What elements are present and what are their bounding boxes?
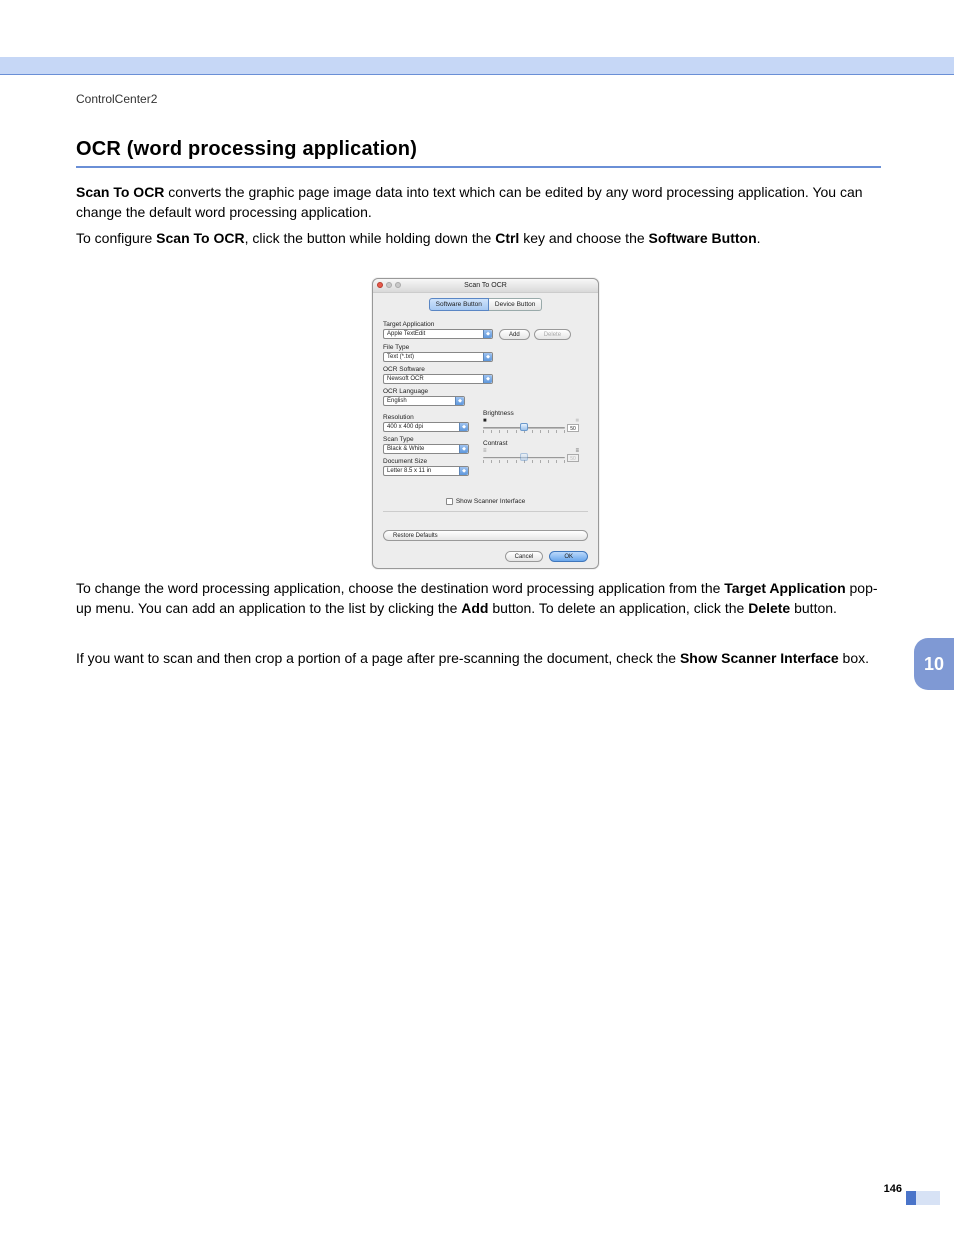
close-icon[interactable] (377, 282, 383, 288)
bold-text: Target Application (724, 580, 845, 596)
bold-text: Software Button (649, 230, 757, 246)
chevron-updown-icon: ◆ (483, 353, 492, 361)
cancel-button[interactable]: Cancel (505, 551, 544, 562)
resolution-label: Resolution (383, 414, 469, 421)
brightness-label: Brightness (483, 410, 579, 417)
ocr-software-label: OCR Software (383, 366, 588, 373)
zoom-icon[interactable] (395, 282, 401, 288)
body-text: converts the graphic page image data int… (76, 184, 863, 220)
target-application-select[interactable]: Apple TextEdit ◆ (383, 329, 493, 339)
scan-type-label: Scan Type (383, 436, 469, 443)
chevron-updown-icon: ◆ (459, 467, 468, 475)
body-text: To configure (76, 230, 156, 246)
file-type-select[interactable]: Text (*.txt) ◆ (383, 352, 493, 362)
body-text: , click the button while holding down th… (245, 230, 496, 246)
chevron-updown-icon: ◆ (459, 423, 468, 431)
breadcrumb: ControlCenter2 (76, 92, 157, 106)
bold-text: Show Scanner Interface (680, 650, 839, 666)
ok-button[interactable]: OK (549, 551, 588, 562)
select-value: Apple TextEdit (387, 331, 425, 337)
body-text: If you want to scan and then crop a port… (76, 650, 680, 666)
window-traffic-lights (377, 282, 401, 288)
bold-text: Scan To OCR (156, 230, 244, 246)
body-text: . (757, 230, 761, 246)
bold-text: Scan To OCR (76, 184, 164, 200)
dialog-footer: Restore Defaults Cancel OK (383, 530, 588, 562)
add-button[interactable]: Add (499, 329, 530, 340)
chevron-updown-icon: ◆ (459, 445, 468, 453)
top-accent-bar (0, 57, 954, 75)
paragraph-3: To change the word processing applicatio… (76, 578, 884, 619)
page-number: 146 (884, 1183, 902, 1195)
body-text: button. (790, 600, 837, 616)
select-value: 400 x 400 dpi (387, 424, 423, 430)
delete-button[interactable]: Delete (534, 329, 571, 340)
scan-to-ocr-dialog: Scan To OCR Software Button Device Butto… (372, 278, 599, 569)
dialog-titlebar: Scan To OCR (373, 279, 598, 293)
ocr-language-select[interactable]: English ◆ (383, 396, 465, 406)
select-value: Newsoft OCR (387, 376, 424, 382)
chevron-updown-icon: ◆ (483, 330, 492, 338)
resolution-select[interactable]: 400 x 400 dpi ◆ (383, 422, 469, 432)
select-value: Text (*.txt) (387, 354, 414, 360)
dialog-tabs: Software Button Device Button (373, 298, 598, 311)
tab-device-button[interactable]: Device Button (489, 298, 542, 311)
page-title: OCR (word processing application) (76, 138, 881, 168)
scan-type-select[interactable]: Black & White ◆ (383, 444, 469, 454)
bold-text: Ctrl (495, 230, 519, 246)
tab-software-button[interactable]: Software Button (429, 298, 489, 311)
chevron-updown-icon: ◆ (483, 375, 492, 383)
paragraph-1: Scan To OCR converts the graphic page im… (76, 182, 884, 223)
restore-defaults-button[interactable]: Restore Defaults (383, 530, 588, 541)
show-scanner-interface-checkbox[interactable] (446, 498, 453, 505)
select-value: Letter 8.5 x 11 in (387, 468, 431, 474)
document-size-label: Document Size (383, 458, 469, 465)
ocr-language-label: OCR Language (383, 388, 588, 395)
chevron-updown-icon: ◆ (455, 397, 464, 405)
chapter-side-tab: 10 (914, 638, 954, 690)
body-text: button. To delete an application, click … (488, 600, 748, 616)
body-text: key and choose the (519, 230, 648, 246)
page-accent-dark (906, 1191, 916, 1205)
ocr-software-select[interactable]: Newsoft OCR ◆ (383, 374, 493, 384)
minimize-icon[interactable] (386, 282, 392, 288)
body-text: box. (839, 650, 869, 666)
paragraph-2: To configure Scan To OCR, click the butt… (76, 228, 884, 248)
dialog-body: Target Application Apple TextEdit ◆ Add … (373, 311, 598, 512)
contrast-label: Contrast (483, 440, 579, 447)
file-type-label: File Type (383, 344, 588, 351)
select-value: Black & White (387, 446, 424, 452)
bold-text: Add (461, 600, 488, 616)
body-text: To change the word processing applicatio… (76, 580, 724, 596)
separator (383, 511, 588, 512)
target-application-label: Target Application (383, 321, 588, 328)
show-scanner-interface-row: Show Scanner Interface (383, 498, 588, 505)
contrast-value: 50 (567, 454, 579, 462)
dialog-title: Scan To OCR (464, 282, 507, 289)
brightness-slider[interactable]: 50 (483, 424, 579, 434)
bold-text: Delete (748, 600, 790, 616)
brightness-value: 50 (567, 424, 579, 432)
select-value: English (387, 398, 407, 404)
checkbox-label: Show Scanner Interface (456, 498, 525, 505)
contrast-slider: 50 (483, 454, 579, 464)
document-size-select[interactable]: Letter 8.5 x 11 in ◆ (383, 466, 469, 476)
page-accent-light (916, 1191, 940, 1205)
paragraph-4: If you want to scan and then crop a port… (76, 648, 884, 668)
